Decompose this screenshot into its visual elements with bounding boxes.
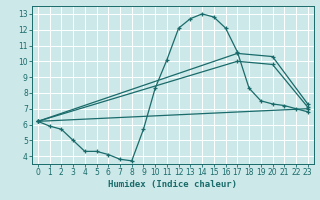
X-axis label: Humidex (Indice chaleur): Humidex (Indice chaleur) xyxy=(108,180,237,189)
